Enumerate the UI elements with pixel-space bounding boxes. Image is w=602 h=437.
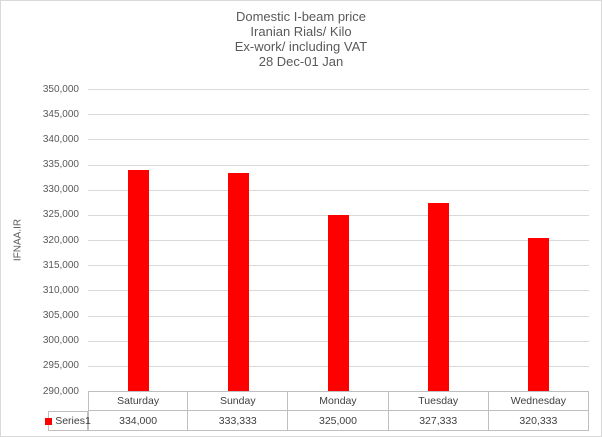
- bar-tuesday: [428, 203, 450, 391]
- y-tick-label: 345,000: [42, 108, 79, 120]
- chart-title-line-4: 28 Dec-01 Jan: [258, 54, 344, 69]
- chart-title-line-3: Ex-work/ including VAT: [234, 39, 368, 54]
- value-cell: 320,333: [488, 411, 589, 431]
- y-tick-label: 320,000: [42, 234, 79, 246]
- y-tick-label: 325,000: [42, 209, 79, 221]
- gridline: [88, 89, 589, 90]
- y-tick-label: 290,000: [42, 385, 79, 397]
- y-tick-label: 315,000: [42, 259, 79, 271]
- legend-swatch: [45, 417, 53, 425]
- value-cell: 334,000: [88, 411, 189, 431]
- legend-series-name: Series1: [55, 415, 91, 427]
- chart-title: Domestic I-beam price Iranian Rials/ Kil…: [1, 9, 601, 69]
- plot-area: [88, 89, 589, 391]
- category-cell: Wednesday: [488, 391, 589, 411]
- legend-cell: Series1: [45, 411, 91, 431]
- gridline: [88, 189, 589, 191]
- value-cell: 327,333: [388, 411, 489, 431]
- bar-saturday: [127, 169, 149, 391]
- y-tick-label: 310,000: [42, 284, 79, 296]
- value-cell: 333,333: [188, 411, 289, 431]
- gridline: [88, 114, 589, 116]
- gridline: [88, 139, 589, 141]
- y-tick-label: 295,000: [42, 360, 79, 372]
- y-tick-label: 350,000: [42, 83, 79, 95]
- category-cell: Monday: [288, 391, 389, 411]
- y-tick-label: 330,000: [42, 184, 79, 196]
- category-cell: Saturday: [88, 391, 189, 411]
- y-tick-label: 300,000: [42, 335, 79, 347]
- value-cell: 325,000: [288, 411, 389, 431]
- chart-title-line-1: Domestic I-beam price: [235, 9, 367, 24]
- y-tick-label: 305,000: [42, 310, 79, 321]
- category-cell: Tuesday: [388, 391, 489, 411]
- y-tick-label: 335,000: [42, 159, 79, 170]
- bar-wednesday: [528, 238, 550, 391]
- bar-sunday: [227, 172, 249, 391]
- chart-title-line-2: Iranian Rials/ Kilo: [250, 24, 352, 39]
- y-tick-label: 340,000: [42, 133, 79, 145]
- bar-monday: [328, 214, 349, 391]
- gridline: [88, 164, 589, 166]
- data-table: Saturday 334,000 Sunday 333,333 Monday 325,00…: [45, 391, 589, 431]
- category-cell: Sunday: [188, 391, 289, 411]
